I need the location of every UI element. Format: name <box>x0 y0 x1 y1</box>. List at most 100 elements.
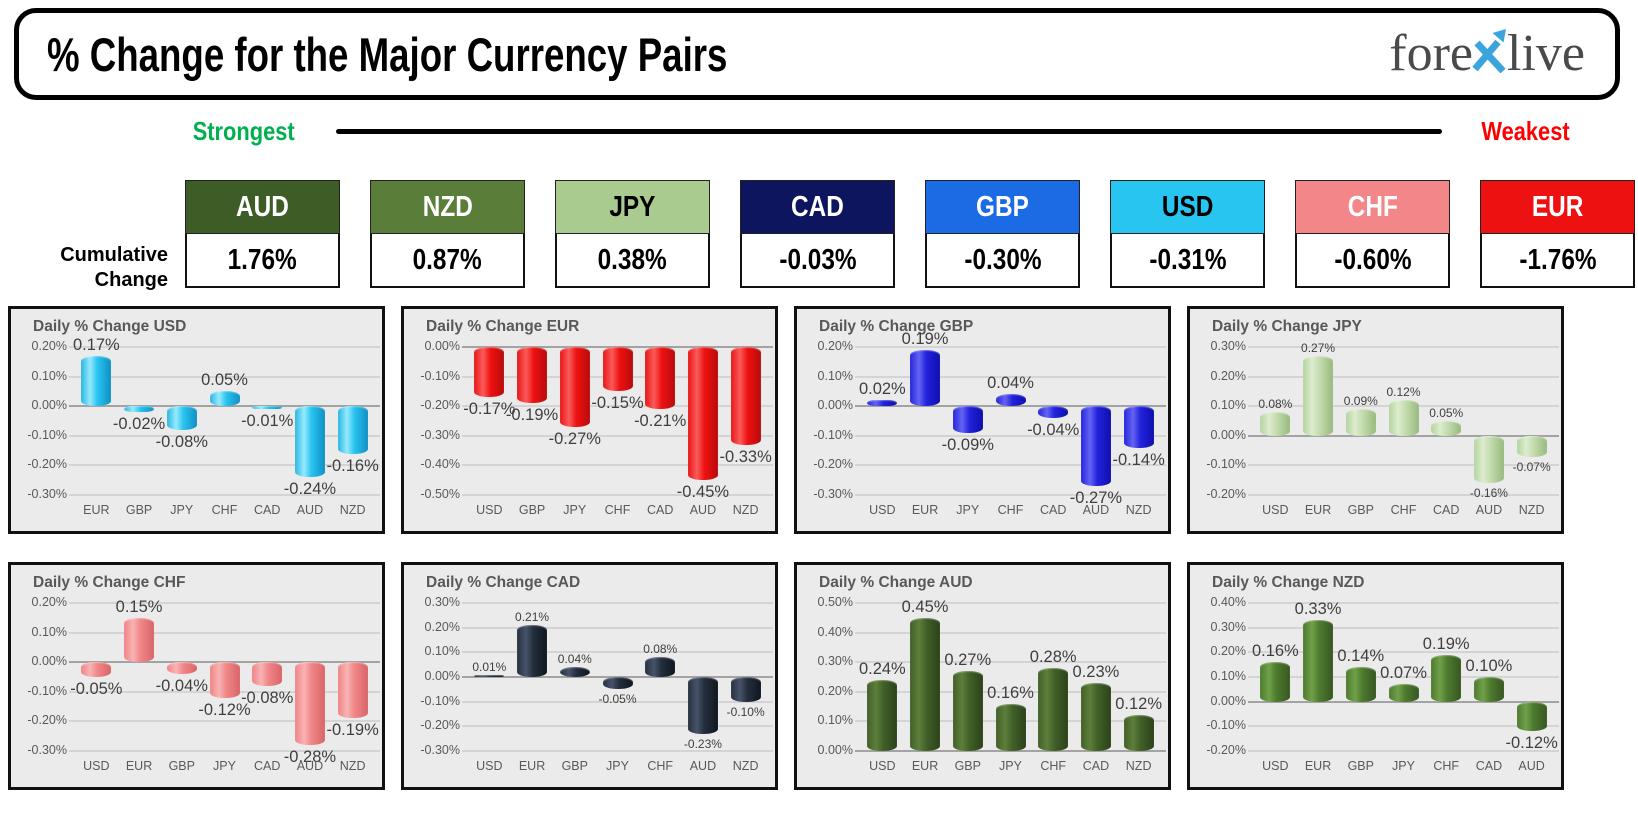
gradient-line <box>336 129 1442 134</box>
bar-value-label: 0.02% <box>858 380 906 399</box>
bar-value-label: 0.01% <box>472 659 507 674</box>
bar-value-label: 0.23% <box>1072 662 1120 681</box>
bar-value-label: 0.10% <box>1465 657 1513 675</box>
bar-value-label: -0.12% <box>1505 734 1558 753</box>
x-category-label: NZD <box>1125 759 1152 773</box>
cumulative-label-line1: Cumulative <box>60 244 168 266</box>
y-tick-label: 0.20% <box>31 339 67 353</box>
gridline <box>69 434 380 437</box>
charts-grid: Daily % Change USD 0.20% 0.10% 0.00% -0.10% -… <box>8 306 1564 790</box>
y-tick-label: -0.30% <box>813 487 853 501</box>
y-tick-label: -0.10% <box>1206 457 1246 472</box>
currency-cumulative-text: -0.30% <box>963 243 1042 276</box>
y-tick-label: 0.10% <box>31 368 67 383</box>
x-category-label: GBP <box>1347 759 1374 773</box>
bar-value-label: -0.33% <box>719 447 772 466</box>
y-tick-label: -0.10% <box>420 368 460 383</box>
y-tick-label: 0.00% <box>31 398 67 413</box>
currency-box-gbp: GBP -0.30% <box>925 180 1080 288</box>
cumulative-label-line2: Change <box>94 269 168 291</box>
x-category-label: CHF <box>604 503 631 517</box>
chart-title: Daily % Change USD <box>33 318 187 335</box>
x-category-label: AUD <box>296 759 324 773</box>
bar <box>124 617 155 663</box>
bar <box>1473 435 1504 484</box>
gridline <box>69 346 380 348</box>
cumulative-change-label: Cumulative Change <box>18 243 168 293</box>
gridline <box>462 405 773 408</box>
currency-code-header: USD <box>1110 180 1265 234</box>
bar <box>910 617 941 751</box>
x-category-label: CHF <box>211 503 238 517</box>
y-tick-label: -0.10% <box>27 683 67 698</box>
y-tick-label: -0.30% <box>420 427 460 442</box>
y-tick-label: 0.20% <box>1210 644 1246 659</box>
currency-code-text: NZD <box>422 190 473 223</box>
currency-cumulative-value: -0.30% <box>925 234 1080 288</box>
y-tick-label: -0.30% <box>27 743 67 757</box>
bar-value-label: 0.27% <box>1301 340 1336 355</box>
x-category-label: JPY <box>956 503 980 517</box>
brand-logo: fore live <box>1389 28 1585 80</box>
currency-code-text: USD <box>1161 190 1214 223</box>
bar-value-label: 0.27% <box>944 651 992 670</box>
gridline <box>855 661 1166 664</box>
bar-value-label: 0.19% <box>901 329 949 348</box>
x-category-label: AUD <box>689 503 717 517</box>
bar-value-label: 0.45% <box>901 597 949 616</box>
currency-code-header: CHF <box>1295 180 1450 234</box>
x-category-label: EUR <box>1304 759 1332 773</box>
bar <box>910 349 941 407</box>
bar-value-label: 0.28% <box>1029 648 1077 667</box>
y-tick-label: -0.20% <box>27 713 67 728</box>
y-tick-label: 0.10% <box>31 624 67 639</box>
bar <box>166 406 197 430</box>
weakest-label: Weakest <box>1481 116 1570 146</box>
y-tick-label: 0.30% <box>424 595 460 609</box>
bar-value-label: -0.05% <box>70 680 123 698</box>
bar-value-label: -0.01% <box>241 412 294 431</box>
logo-text-fore: fore <box>1389 25 1474 82</box>
y-tick-label: 0.10% <box>1210 669 1246 683</box>
currency-code-header: AUD <box>185 180 340 234</box>
bar <box>952 671 983 751</box>
bar <box>517 625 548 677</box>
y-tick-label: 0.10% <box>817 368 853 383</box>
chart-usd: Daily % Change USD 0.20% 0.10% 0.00% -0.10% -… <box>8 306 385 534</box>
bar <box>1388 684 1419 702</box>
chart-title: Daily % Change EUR <box>426 318 580 335</box>
bar-value-label: 0.09% <box>1343 394 1378 409</box>
x-category-label: AUD <box>296 503 324 517</box>
x-category-label: AUD <box>1082 503 1110 517</box>
bar <box>645 347 676 410</box>
chart-aud: Daily % Change AUD 0.50% 0.40% 0.30% 0.20% 0.… <box>794 562 1171 790</box>
bar-value-label: -0.21% <box>634 412 687 431</box>
y-tick-label: 0.00% <box>424 669 460 683</box>
bar-value-label: 0.12% <box>1115 695 1163 714</box>
bar <box>252 662 283 686</box>
currency-code-text: EUR <box>1531 190 1584 223</box>
gridline <box>855 602 1166 604</box>
bar-value-label: -0.10% <box>726 704 765 719</box>
gridline <box>1248 375 1559 378</box>
x-category-label: CAD <box>646 503 674 517</box>
bar <box>124 406 155 413</box>
x-category-label: EUR <box>1304 503 1332 517</box>
x-category-label: CAD <box>1082 759 1110 773</box>
x-category-label: CAD <box>1475 759 1503 773</box>
bar <box>1123 406 1154 448</box>
gridline <box>69 375 380 378</box>
chart-nzd: Daily % Change NZD 0.40% 0.30% 0.20% 0.10% 0.… <box>1187 562 1564 790</box>
currency-cumulative-value: 1.76% <box>185 234 340 288</box>
bar-value-label: 0.21% <box>515 610 550 625</box>
chart-eur: Daily % Change EUR 0.00% -0.10% -0.20% -0.30… <box>401 306 778 534</box>
x-category-label: NZD <box>732 759 759 773</box>
currency-box-usd: USD -0.31% <box>1110 180 1265 288</box>
bar <box>1260 662 1291 702</box>
y-tick-label: 0.40% <box>1210 595 1246 609</box>
bar-value-label: 0.05% <box>1429 406 1464 420</box>
x-category-label: NZD <box>1518 503 1545 517</box>
bar <box>337 406 368 454</box>
y-tick-label: -0.20% <box>420 718 460 733</box>
bar <box>1260 412 1291 436</box>
